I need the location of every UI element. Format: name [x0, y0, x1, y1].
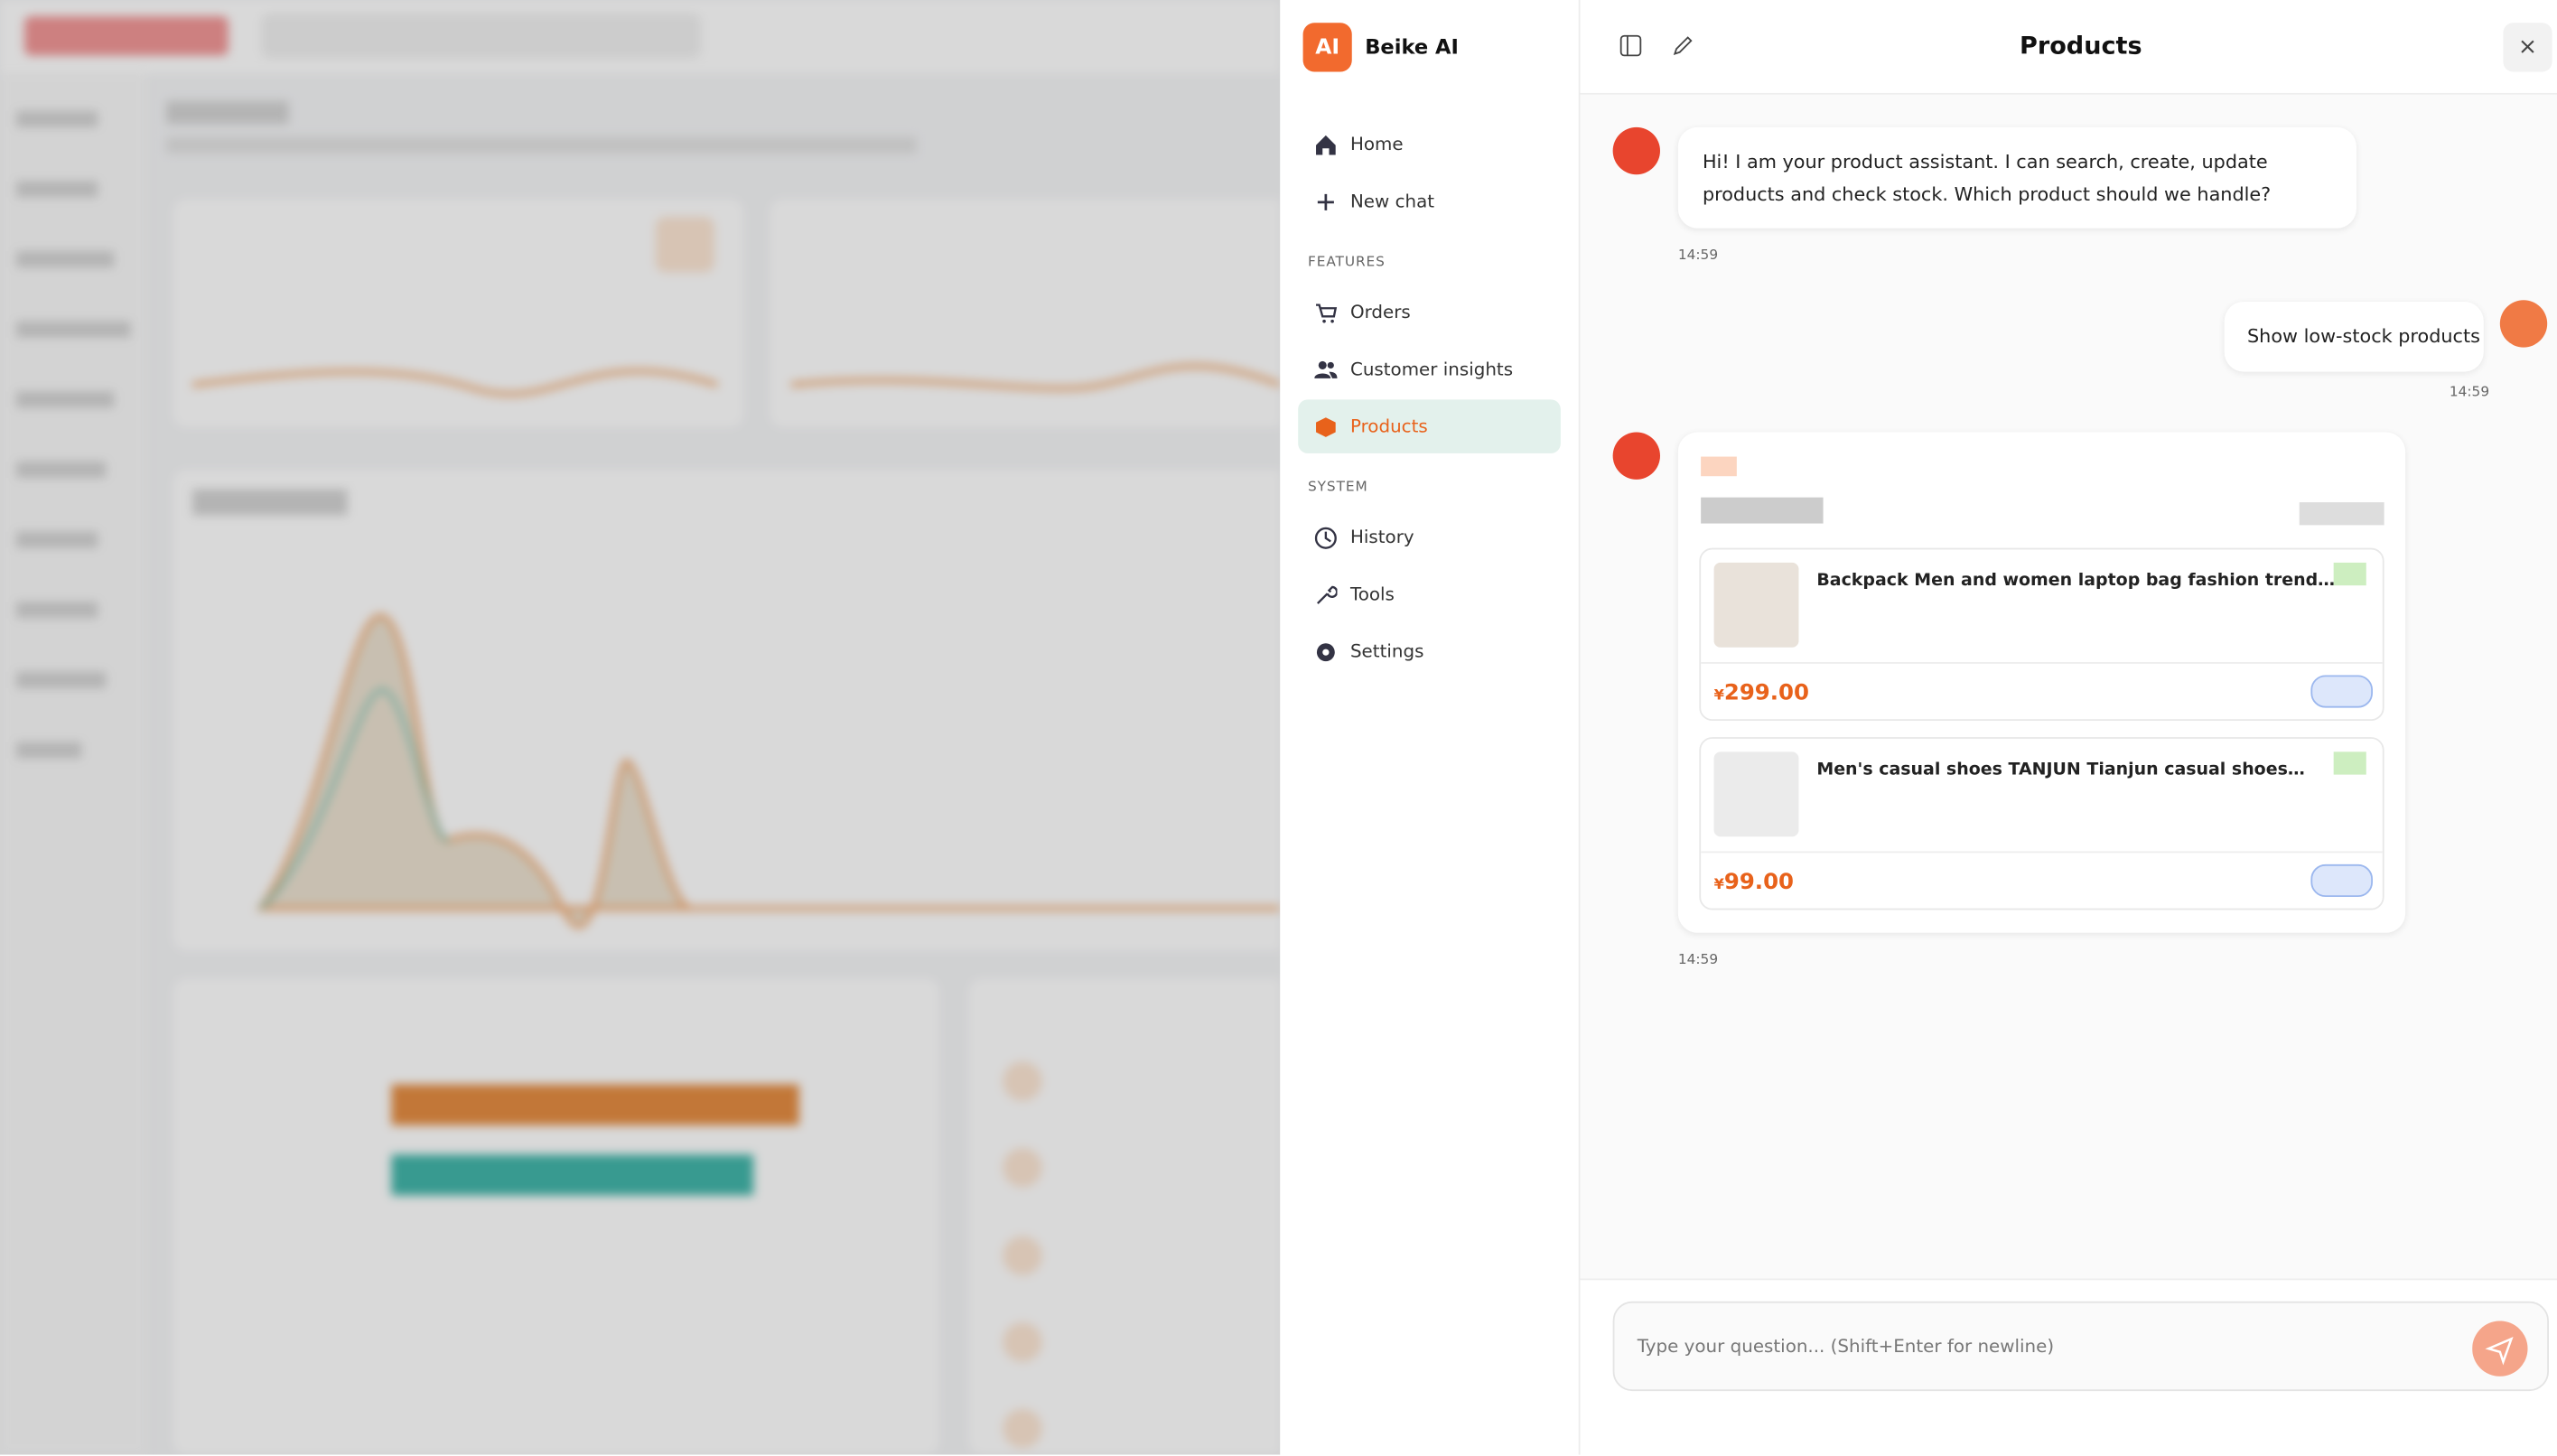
nav-label: History	[1349, 527, 1414, 548]
pixelated-badge	[2333, 751, 2366, 775]
action-button[interactable]	[2310, 675, 2374, 708]
brand-name: Beike AI	[1365, 33, 1459, 59]
product-result-card: Backpack Men and women laptop bag fashio…	[1677, 432, 2406, 933]
nav-label: Home	[1349, 134, 1404, 155]
chat-panel: Products × Hi! I am your product assista…	[1580, 0, 2557, 1456]
action-button[interactable]	[2310, 863, 2374, 898]
overlay[interactable]	[0, 0, 1281, 1455]
user-message: Show low-stock products	[2224, 302, 2484, 372]
assistant-avatar	[1612, 126, 1660, 175]
input-placeholder: Type your question... (Shift+Enter for n…	[1637, 1335, 2055, 1358]
product-item[interactable]: Backpack Men and women laptop bag fashio…	[1699, 547, 2384, 722]
nav-settings[interactable]: Settings	[1298, 625, 1561, 679]
nav-label: Products	[1349, 415, 1428, 437]
product-name: Men's casual shoes TANJUN Tianjun casual…	[1816, 760, 2305, 780]
message-time: 14:59	[1677, 247, 1719, 265]
send-button[interactable]	[2472, 1321, 2528, 1377]
chat-title: Products	[2019, 31, 2142, 61]
message-text: Hi! I am your product assistant. I can s…	[1702, 150, 2272, 206]
toggle-sidebar-button[interactable]	[1619, 34, 1642, 57]
nav-history[interactable]: History	[1298, 510, 1561, 565]
section-title: SYSTEM	[1308, 479, 1368, 496]
currency: ¥	[1713, 877, 1724, 894]
dashboard-background	[0, 0, 1281, 1455]
price-value: 99.00	[1723, 869, 1794, 896]
nav-products[interactable]: Products	[1298, 399, 1561, 453]
currency: ¥	[1713, 687, 1724, 705]
sidebar: AI Beike AI Home New chat FEATURES Order…	[1280, 0, 1581, 1455]
nav-orders[interactable]: Orders	[1298, 285, 1561, 340]
nav-label: Orders	[1349, 302, 1411, 323]
product-name: Backpack Men and women laptop bag fashio…	[1816, 570, 2336, 591]
nav-tools[interactable]: Tools	[1298, 567, 1561, 621]
user-avatar	[2499, 300, 2548, 348]
nav-customer-insights[interactable]: Customer insights	[1298, 342, 1561, 397]
pixelated-text	[1701, 497, 1824, 524]
message-time: 14:59	[1677, 952, 1719, 969]
pixelated-icon	[1701, 456, 1737, 477]
assistant-message: Hi! I am your product assistant. I can s…	[1677, 126, 2356, 229]
nav-label: Customer insights	[1349, 359, 1514, 380]
section-title: FEATURES	[1308, 254, 1386, 271]
product-item[interactable]: Men's casual shoes TANJUN Tianjun casual…	[1699, 737, 2384, 910]
nav-home[interactable]: Home	[1298, 117, 1561, 172]
product-image	[1713, 562, 1799, 648]
product-price: ¥99.00	[1714, 866, 1794, 902]
nav-label: Settings	[1349, 640, 1424, 663]
blurred-dashboard	[0, 0, 1281, 1455]
new-chat-button[interactable]	[1672, 34, 1694, 57]
pixelated-badge	[2333, 562, 2366, 586]
chat-header	[1580, 0, 2557, 95]
nav-new-chat[interactable]: New chat	[1298, 174, 1561, 229]
message-time: 14:59	[2449, 385, 2490, 402]
price-value: 299.00	[1723, 679, 1809, 706]
brand-logo: AI	[1302, 23, 1352, 72]
message-text: Show low-stock products	[2246, 324, 2480, 348]
nav-label: New chat	[1349, 191, 1435, 212]
chat-input[interactable]: Type your question... (Shift+Enter for n…	[1612, 1301, 2549, 1392]
close-button[interactable]: ×	[2503, 23, 2552, 72]
product-image	[1713, 751, 1799, 837]
pixelated-text	[2299, 502, 2384, 526]
nav-label: Tools	[1349, 583, 1395, 605]
product-price: ¥299.00	[1714, 677, 1809, 713]
assistant-avatar	[1612, 432, 1660, 480]
